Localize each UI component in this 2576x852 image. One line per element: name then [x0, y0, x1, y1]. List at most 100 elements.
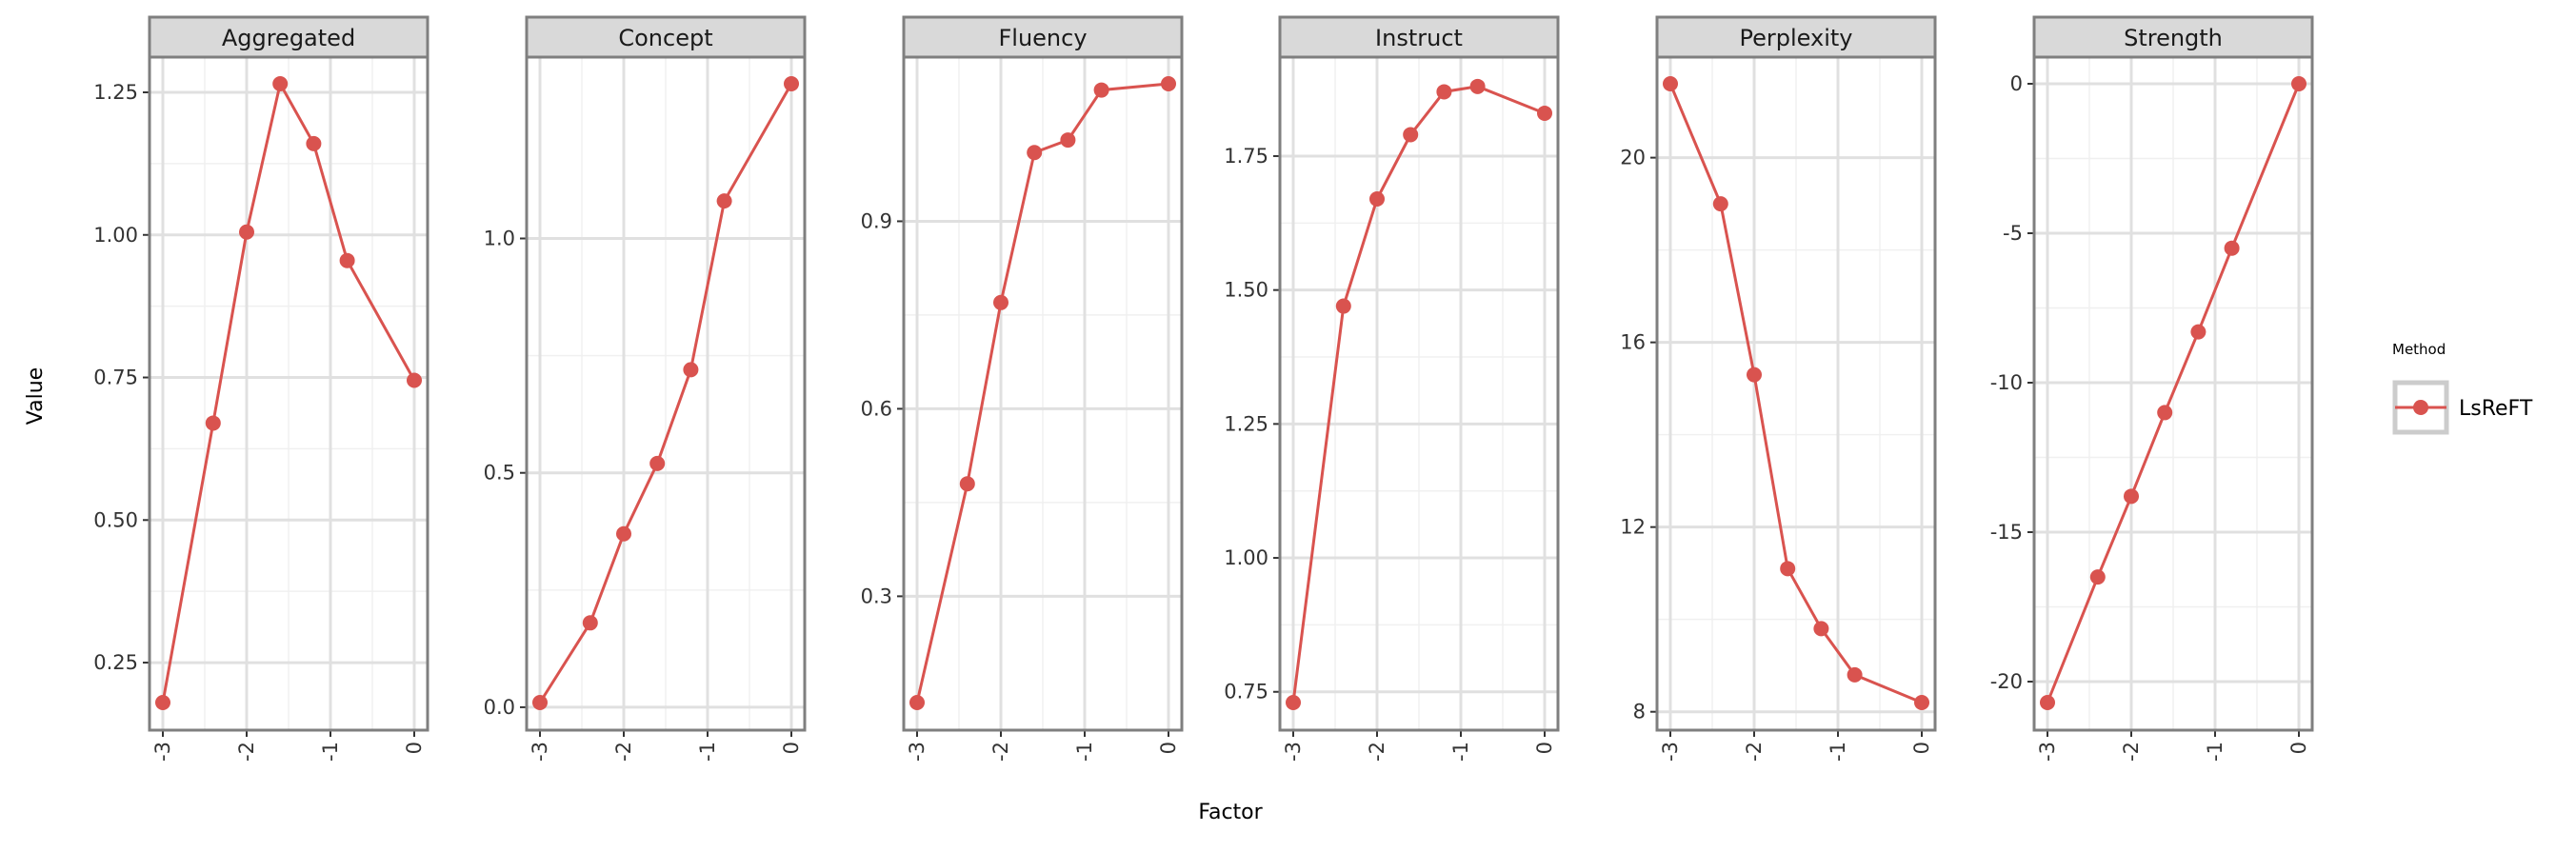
- panel-border: [1278, 55, 1560, 732]
- panel-border: [525, 55, 807, 732]
- y-tick-label: 1.00: [1224, 546, 1268, 569]
- data-point: [2089, 569, 2106, 585]
- x-axis-title: Factor: [1198, 801, 1263, 824]
- y-tick-label: 0.3: [861, 585, 892, 607]
- data-point: [1663, 76, 1678, 91]
- x-tick-label: -2: [2120, 742, 2143, 762]
- panel-border: [2032, 55, 2314, 732]
- x-tick-label: 0: [1533, 742, 1556, 754]
- data-point: [1369, 190, 1385, 207]
- panel-title: Perplexity: [1740, 25, 1853, 51]
- data-point: [1780, 561, 1796, 577]
- x-tick-label: -1: [696, 742, 719, 762]
- panel-border: [1655, 55, 1937, 732]
- x-tick-label: -1: [2204, 742, 2227, 762]
- y-tick-label: 0.9: [861, 209, 892, 232]
- data-point: [1403, 127, 1419, 143]
- y-tick-label: 0.50: [93, 508, 138, 531]
- x-tick-label: -3: [1282, 742, 1305, 762]
- data-point: [1060, 132, 1076, 149]
- data-point: [2190, 324, 2207, 340]
- x-tick-label: 0: [780, 742, 803, 754]
- y-tick-label: 12: [1620, 516, 1646, 539]
- data-point: [683, 362, 699, 378]
- data-point: [2040, 695, 2055, 710]
- data-point: [1436, 84, 1452, 100]
- y-tick-label: 8: [1633, 701, 1646, 723]
- y-tick-label: -5: [2003, 222, 2023, 245]
- x-tick-label: -1: [1827, 742, 1849, 762]
- data-point: [1286, 695, 1301, 710]
- data-point: [1093, 82, 1109, 98]
- x-tick-label: -2: [1366, 742, 1388, 762]
- y-tick-label: -15: [1990, 521, 2023, 544]
- data-point: [205, 415, 221, 431]
- strip-background: [1655, 15, 1937, 59]
- panel-border: [148, 55, 429, 732]
- strip-background: [902, 15, 1184, 59]
- x-tick-label: -1: [319, 742, 342, 762]
- legend-title: Method: [2392, 341, 2446, 358]
- y-tick-label: 0.25: [93, 651, 138, 674]
- x-tick-label: -2: [235, 742, 258, 762]
- panel-instruct: Instruct -3 -2 -1 0 0.75 1.00 1.25 1.50 1.75: [1224, 15, 1560, 762]
- y-tick-label: 1.0: [484, 228, 515, 250]
- data-point: [1469, 78, 1486, 94]
- data-point: [959, 476, 975, 492]
- data-point: [649, 455, 666, 471]
- x-tick-label: 0: [2287, 742, 2310, 754]
- panel-title: Instruct: [1375, 25, 1463, 51]
- panel-title: Strength: [2124, 25, 2223, 51]
- data-point: [2124, 488, 2139, 505]
- panel-border: [902, 55, 1184, 732]
- x-tick-label: -3: [151, 742, 174, 762]
- data-point: [993, 294, 1008, 310]
- y-tick-label: 0.75: [93, 367, 138, 389]
- data-point: [784, 76, 799, 91]
- x-tick-label: -3: [529, 742, 551, 762]
- data-point: [532, 695, 548, 710]
- x-tick-label: -3: [906, 742, 929, 762]
- x-tick-label: -1: [1073, 742, 1096, 762]
- data-point: [616, 525, 631, 542]
- y-tick-label: 16: [1620, 331, 1646, 354]
- data-point: [1712, 196, 1728, 212]
- data-point: [1914, 695, 1929, 710]
- data-point: [1027, 145, 1043, 161]
- y-tick-label: -20: [1990, 670, 2023, 693]
- strip-background: [2032, 15, 2314, 59]
- x-tick-label: 0: [1157, 742, 1180, 754]
- data-point: [1813, 621, 1829, 637]
- y-tick-label: 0.5: [484, 462, 515, 485]
- data-point: [2224, 240, 2240, 256]
- legend-entry-label: LsReFT: [2459, 397, 2533, 421]
- y-tick-label: 20: [1620, 147, 1646, 169]
- data-point: [1161, 76, 1176, 91]
- y-tick-label: 0.0: [484, 696, 515, 719]
- panels: Aggregated-3 -2 -1 00.250.500.751.001.25Con…: [93, 15, 2314, 762]
- x-tick-label: -2: [989, 742, 1012, 762]
- data-point: [306, 135, 322, 151]
- panel-perplexity: Perplexity -3 -2 -1 0 8 12 16 20: [1620, 15, 1937, 762]
- data-point: [1335, 298, 1351, 314]
- data-point: [1747, 367, 1762, 383]
- data-point: [1537, 105, 1552, 121]
- x-tick-label: 0: [403, 742, 426, 754]
- y-tick-label: -10: [1990, 371, 2023, 394]
- data-point: [339, 252, 355, 268]
- x-tick-label: -1: [1449, 742, 1472, 762]
- y-tick-label: 0: [2010, 72, 2023, 95]
- x-tick-label: -2: [612, 742, 635, 762]
- x-tick-label: -3: [2036, 742, 2059, 762]
- panel-title: Concept: [618, 25, 712, 51]
- legend: Method LsReFT: [2392, 341, 2533, 435]
- y-tick-label: 1.00: [93, 224, 138, 247]
- panel-title: Aggregated: [222, 25, 355, 51]
- panel-title: Fluency: [998, 25, 1087, 51]
- legend-key-point: [2413, 400, 2428, 415]
- data-point: [716, 193, 732, 209]
- y-tick-label: 0.6: [861, 397, 892, 420]
- panel-strength: Strength-3 -2 -1 00-5-10-15-20: [1990, 15, 2314, 762]
- x-tick-label: 0: [1910, 742, 1933, 754]
- y-tick-label: 1.75: [1224, 145, 1268, 168]
